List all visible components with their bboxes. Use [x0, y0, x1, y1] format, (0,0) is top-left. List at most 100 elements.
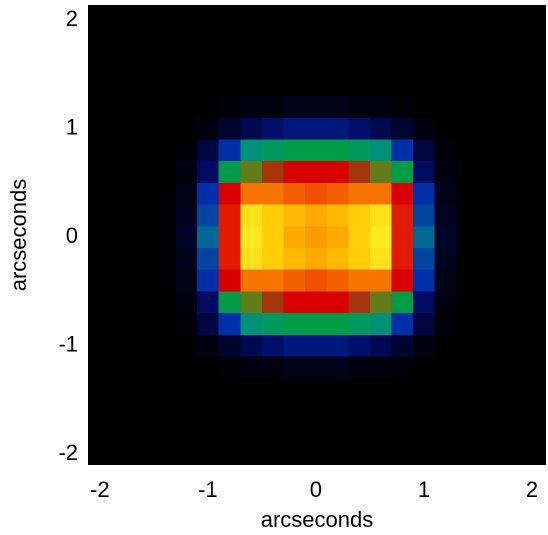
- heatmap-cell: [435, 378, 457, 400]
- heatmap-cell: [392, 443, 414, 465]
- heatmap-cell: [175, 31, 197, 53]
- heatmap-cell: [305, 140, 327, 162]
- heatmap-cell: [175, 357, 197, 379]
- heatmap-cell: [175, 226, 197, 248]
- heatmap-cell: [500, 161, 522, 183]
- heatmap-cell: [197, 378, 219, 400]
- heatmap-cell: [348, 291, 370, 313]
- heatmap-cell: [413, 118, 435, 140]
- heatmap-cell: [262, 118, 284, 140]
- heatmap-cell: [219, 205, 241, 227]
- heatmap-cell: [478, 74, 500, 96]
- heatmap-cell: [456, 357, 478, 379]
- heatmap-cell: [327, 313, 349, 335]
- heatmap-cell: [219, 357, 241, 379]
- heatmap-cell: [456, 118, 478, 140]
- heatmap-cell: [197, 140, 219, 162]
- heatmap-cell: [89, 313, 111, 335]
- heatmap-cell: [175, 270, 197, 292]
- heatmap-cell: [305, 357, 327, 379]
- heatmap-cell: [262, 400, 284, 422]
- heatmap-cell: [478, 335, 500, 357]
- heatmap-cell: [240, 9, 262, 31]
- heatmap-cell: [478, 443, 500, 465]
- heatmap-cell: [284, 118, 306, 140]
- heatmap-cell: [327, 31, 349, 53]
- heatmap-cell: [284, 291, 306, 313]
- heatmap-cell: [111, 422, 133, 444]
- heatmap-cell: [175, 118, 197, 140]
- heatmap-cell: [348, 226, 370, 248]
- heatmap-cell: [370, 378, 392, 400]
- heatmap-cell: [456, 443, 478, 465]
- heatmap-cell: [240, 378, 262, 400]
- heatmap-cell: [132, 400, 154, 422]
- heatmap-cell: [392, 357, 414, 379]
- heatmap-cell: [262, 53, 284, 75]
- heatmap-cell: [500, 248, 522, 270]
- heatmap-cell: [435, 313, 457, 335]
- heatmap-cell: [500, 53, 522, 75]
- heatmap-cell: [89, 400, 111, 422]
- heatmap-cell: [132, 9, 154, 31]
- heatmap-cell: [327, 53, 349, 75]
- heatmap-cell: [305, 183, 327, 205]
- heatmap-cell: [197, 205, 219, 227]
- heatmap-cell: [175, 443, 197, 465]
- heatmap-cell: [111, 443, 133, 465]
- heatmap-cell: [348, 443, 370, 465]
- heatmap-cell: [175, 161, 197, 183]
- heatmap-cell: [348, 161, 370, 183]
- heatmap-cell: [521, 96, 543, 118]
- heatmap-cell: [500, 291, 522, 313]
- heatmap-cell: [284, 248, 306, 270]
- heatmap-cell: [370, 118, 392, 140]
- heatmap-cell: [521, 422, 543, 444]
- heatmap-cell: [413, 335, 435, 357]
- heatmap-cell: [413, 270, 435, 292]
- heatmap-cell: [219, 118, 241, 140]
- heatmap-cell: [327, 9, 349, 31]
- heatmap-cell: [500, 118, 522, 140]
- heatmap-cell: [132, 140, 154, 162]
- heatmap-cell: [197, 313, 219, 335]
- heatmap-cell: [154, 378, 176, 400]
- x-axis-label: arcseconds: [261, 507, 374, 532]
- heatmap-cell: [348, 378, 370, 400]
- heatmap-cell: [132, 31, 154, 53]
- heatmap-cell: [175, 205, 197, 227]
- heatmap-cell: [392, 183, 414, 205]
- heatmap-cell: [327, 422, 349, 444]
- heatmap-cell: [413, 226, 435, 248]
- heatmap-cell: [132, 443, 154, 465]
- heatmap-cell: [370, 400, 392, 422]
- heatmap-cell: [197, 422, 219, 444]
- heatmap-cell: [111, 161, 133, 183]
- heatmap-cell: [456, 161, 478, 183]
- heatmap-cell: [219, 226, 241, 248]
- heatmap-cell: [175, 422, 197, 444]
- heatmap-cell: [305, 400, 327, 422]
- heatmap-cell: [111, 140, 133, 162]
- heatmap-cell: [413, 205, 435, 227]
- heatmap-cell: [521, 140, 543, 162]
- heatmap-cell: [435, 357, 457, 379]
- heatmap-cell: [500, 9, 522, 31]
- heatmap-cell: [240, 226, 262, 248]
- heatmap-cell: [154, 335, 176, 357]
- heatmap-cell: [219, 74, 241, 96]
- heatmap-cell: [154, 422, 176, 444]
- heatmap-cell: [197, 53, 219, 75]
- heatmap-cell: [240, 183, 262, 205]
- heatmap-cell: [240, 53, 262, 75]
- heatmap-cell: [478, 140, 500, 162]
- heatmap-cell: [262, 226, 284, 248]
- heatmap-cell: [132, 161, 154, 183]
- heatmap-cell: [197, 335, 219, 357]
- heatmap-cell: [305, 270, 327, 292]
- heatmap-cell: [240, 335, 262, 357]
- heatmap-cell: [348, 335, 370, 357]
- heatmap-cell: [478, 291, 500, 313]
- heatmap-cell: [413, 53, 435, 75]
- heatmap-cell: [111, 270, 133, 292]
